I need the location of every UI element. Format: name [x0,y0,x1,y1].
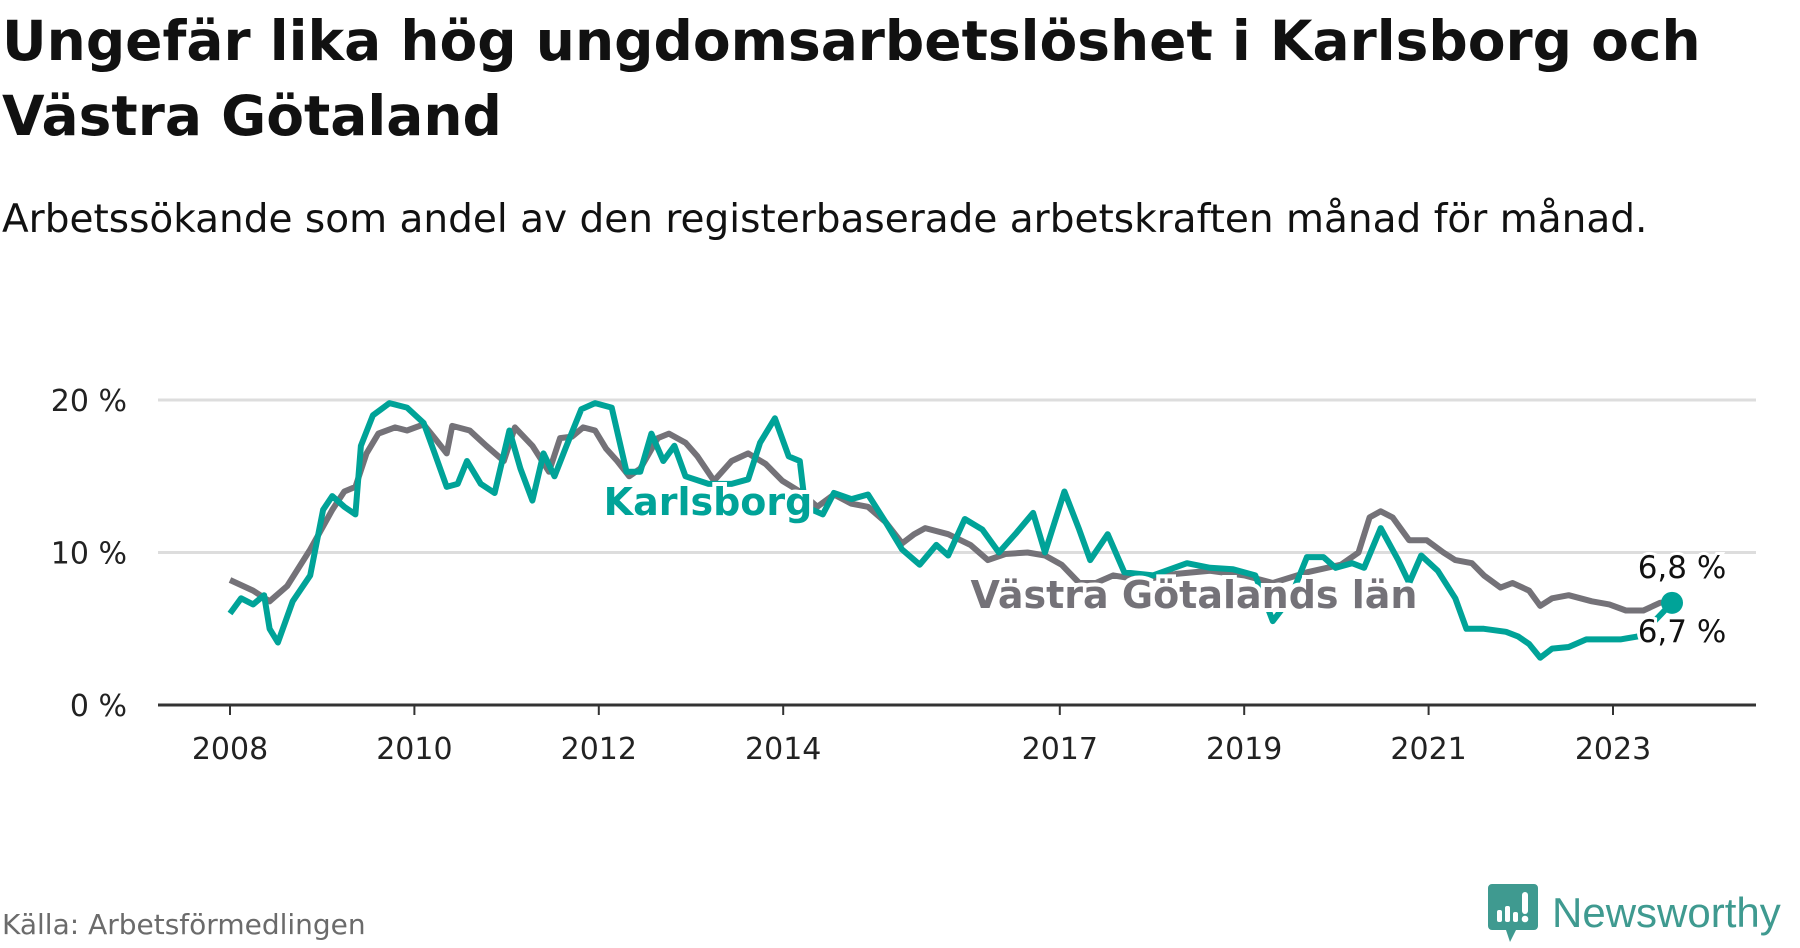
series-line-karlsborg [227,400,1675,661]
x-tick-label: 2019 [1206,732,1282,767]
end-label-region: 6,8 % [1638,550,1727,586]
y-tick-label: 0 % [70,689,127,724]
source-note: Källa: Arbetsförmedlingen [2,908,366,941]
x-tick-label: 2008 [192,732,268,767]
end-point-karlsborg [1661,591,1684,614]
end-label-karlsborg: 6,7 % [1638,614,1727,650]
series-lines [227,400,1684,661]
x-axis-ticks: 2008 2010 2012 2014 2017 2019 2021 2023 [158,703,1756,767]
newsworthy-logo-icon [1488,884,1538,942]
series-label-region: Västra Götalands län [971,573,1418,617]
x-tick-label: 2014 [745,732,821,767]
x-tick-label: 2012 [561,732,637,767]
x-tick-label: 2023 [1575,732,1651,767]
series-label-karlsborg: Karlsborg [604,480,813,524]
y-tick-label: 10 % [51,537,127,572]
y-tick-label: 20 % [51,384,127,419]
series-labels: Karlsborg Västra Götalands län 6,8 % 6,7… [600,476,1730,653]
chart-title: Ungefär lika hög ungdomsarbetslöshet i K… [2,9,1701,148]
series-line-v-stra-g-talands-l-n [228,421,1673,614]
x-tick-label: 2021 [1390,732,1466,767]
newsworthy-logo: Newsworthy [1488,884,1781,942]
x-tick-label: 2017 [1022,732,1098,767]
newsworthy-logo-text: Newsworthy [1552,889,1781,936]
grid-lines [158,398,1756,554]
x-tick-label: 2010 [376,732,452,767]
chart-subtitle: Arbetssökande som andel av den registerb… [2,197,1648,242]
y-axis-ticks: 0 % 10 % 20 % [51,384,127,724]
